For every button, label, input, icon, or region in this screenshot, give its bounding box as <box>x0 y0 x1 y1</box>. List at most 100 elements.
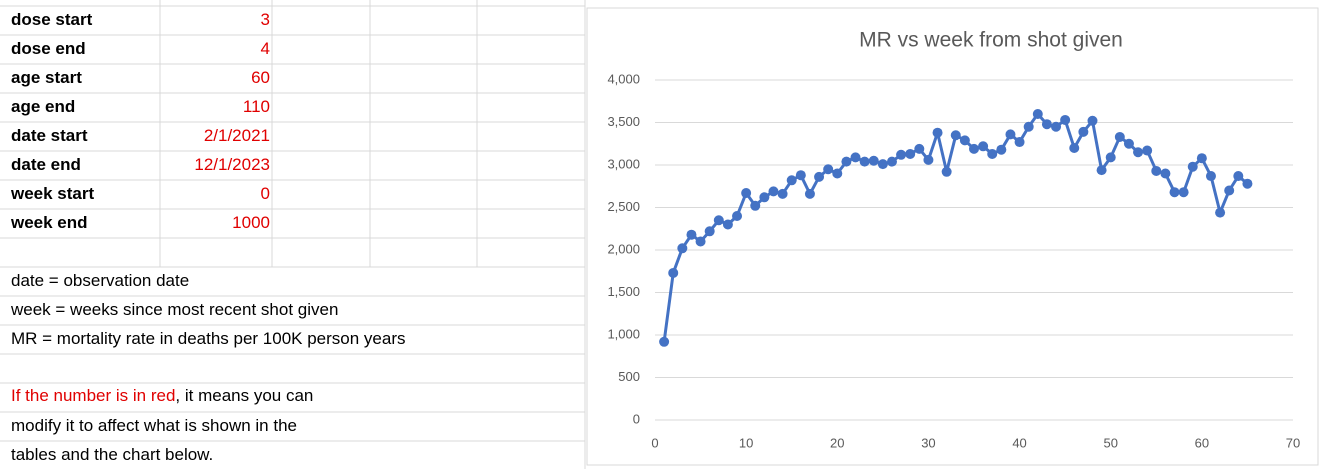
data-point <box>841 156 852 167</box>
data-point <box>804 188 815 199</box>
data-point <box>1060 114 1071 125</box>
data-point <box>1123 138 1134 149</box>
data-point <box>1224 185 1235 196</box>
data-point <box>786 175 797 186</box>
param-value: 4 <box>261 39 270 58</box>
data-point <box>777 188 788 199</box>
data-point <box>704 226 715 237</box>
y-tick-label: 2,000 <box>607 241 640 256</box>
data-point <box>686 229 697 240</box>
data-point <box>1215 207 1226 218</box>
data-point <box>1151 165 1162 176</box>
x-tick-label: 20 <box>830 435 844 450</box>
data-point <box>750 200 761 211</box>
note: week = weeks since most recent shot give… <box>10 300 338 319</box>
data-point <box>722 219 733 230</box>
data-point <box>659 336 670 347</box>
note: MR = mortality rate in deaths per 100K p… <box>11 329 406 348</box>
data-point <box>1242 178 1253 189</box>
data-point <box>1005 129 1016 140</box>
data-point <box>1233 171 1244 182</box>
data-point <box>914 143 925 154</box>
data-point <box>905 148 916 159</box>
note: tables and the chart below. <box>11 445 213 464</box>
data-point <box>823 164 834 175</box>
data-point <box>795 170 806 181</box>
x-tick-label: 40 <box>1012 435 1026 450</box>
data-point <box>732 211 743 221</box>
data-point <box>978 141 989 152</box>
param-label: date end <box>11 155 81 174</box>
x-tick-label: 30 <box>921 435 935 450</box>
param-label: dose start <box>11 10 93 29</box>
data-point <box>832 168 843 179</box>
param-label: age end <box>11 97 75 116</box>
data-point <box>1187 161 1198 172</box>
data-point <box>950 130 961 141</box>
param-label: age start <box>11 68 82 87</box>
data-point <box>814 171 825 182</box>
data-point <box>1051 121 1062 132</box>
spreadsheet: dose start 3 dose end 4 age start 60 age end 11… <box>0 0 586 469</box>
data-point <box>896 149 907 160</box>
x-tick-label: 50 <box>1103 435 1117 450</box>
data-point <box>1169 187 1180 198</box>
y-tick-label: 1,500 <box>607 284 640 299</box>
y-tick-label: 0 <box>633 411 640 426</box>
data-point <box>1096 165 1107 176</box>
data-point <box>677 243 688 254</box>
data-point <box>987 148 998 159</box>
data-point <box>959 135 970 146</box>
data-point <box>1114 131 1125 142</box>
param-value: 1000 <box>232 213 270 232</box>
param-value: 0 <box>261 184 270 203</box>
param-value: 2/1/2021 <box>204 126 270 145</box>
red-note: If the number is in red, it means you ca… <box>11 386 313 405</box>
data-point <box>741 188 752 199</box>
data-point <box>1160 168 1171 179</box>
data-point <box>1078 126 1089 137</box>
data-point <box>1205 171 1216 182</box>
y-tick-label: 1,000 <box>607 326 640 341</box>
y-tick-label: 2,500 <box>607 199 640 214</box>
data-point <box>768 186 779 197</box>
red-note-red: If the number is in red <box>11 386 175 405</box>
note: date = observation date <box>11 271 189 290</box>
param-label: week start <box>10 184 94 203</box>
param-value: 110 <box>243 97 270 116</box>
data-point <box>1105 152 1116 163</box>
data-point <box>1069 143 1080 153</box>
data-point <box>1178 187 1189 198</box>
y-tick-label: 500 <box>618 369 640 384</box>
x-tick-label: 70 <box>1286 435 1300 450</box>
param-label: dose end <box>11 39 86 58</box>
param-label: date start <box>11 126 88 145</box>
data-point <box>859 156 870 167</box>
param-value: 3 <box>261 10 270 29</box>
x-tick-label: 60 <box>1195 435 1209 450</box>
y-tick-label: 3,000 <box>607 156 640 171</box>
data-point <box>1041 119 1052 130</box>
data-point <box>668 267 679 278</box>
data-point <box>877 159 888 170</box>
data-point <box>850 152 861 163</box>
data-point <box>759 192 770 203</box>
data-point <box>923 154 934 165</box>
data-point <box>695 236 706 247</box>
y-tick-label: 4,000 <box>607 71 640 86</box>
red-note-rest: , it means you can <box>175 386 313 405</box>
data-point <box>996 144 1007 155</box>
param-label: week end <box>10 213 88 232</box>
param-value: 12/1/2023 <box>194 155 270 174</box>
y-tick-label: 3,500 <box>607 114 640 129</box>
data-point <box>932 127 943 138</box>
data-point <box>1032 109 1043 119</box>
data-point <box>1023 121 1034 132</box>
data-point <box>713 215 724 226</box>
data-point <box>1196 153 1207 164</box>
x-tick-label: 0 <box>651 435 658 450</box>
data-point <box>1133 147 1144 158</box>
data-point <box>868 155 879 166</box>
data-point <box>969 143 979 154</box>
